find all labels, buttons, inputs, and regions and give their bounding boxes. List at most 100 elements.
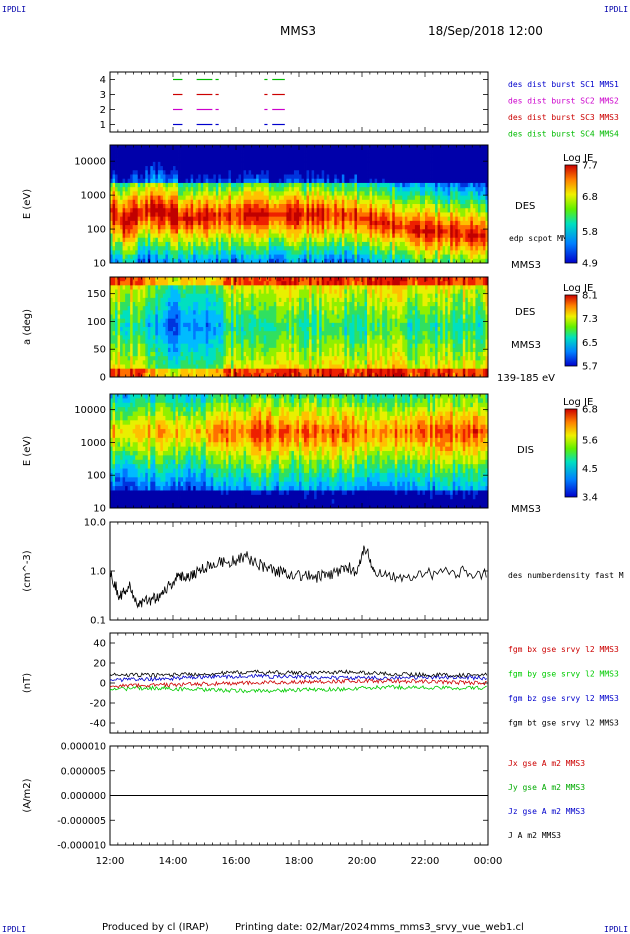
des-energy-panel-cell <box>389 174 393 180</box>
des-pa-panel-cell <box>137 289 141 295</box>
des-pa-panel-cell <box>110 360 113 365</box>
des-energy-panel-cell <box>440 157 444 163</box>
des-energy-panel-cell <box>382 166 386 171</box>
des-energy-panel-cell <box>130 258 134 264</box>
des-energy-panel-cell <box>404 157 408 163</box>
des-energy-panel-cell <box>477 178 481 184</box>
des-energy-panel-cell <box>175 199 179 205</box>
des-pa-panel-cell <box>147 306 151 311</box>
des-pa-panel-cell <box>127 297 131 303</box>
des-energy-panel-cell <box>246 212 249 218</box>
des-energy-panel-cell <box>122 241 126 247</box>
des-energy-label: DES <box>515 201 535 212</box>
des-energy-panel-cell <box>150 174 154 180</box>
des-energy-panel-cell <box>379 208 383 213</box>
des-energy-panel-cell <box>115 166 118 171</box>
des-energy-panel-cell <box>329 241 333 247</box>
des-energy-panel-cell <box>142 246 146 251</box>
des-energy-panel-cell <box>180 195 184 201</box>
des-energy-panel-cell <box>419 187 423 192</box>
des-energy-panel-cell <box>263 216 267 222</box>
des-energy-panel-cell <box>183 174 186 180</box>
des-energy-panel-cell <box>291 246 295 251</box>
des-energy-panel-cell <box>223 153 227 159</box>
des-pa-panel-cell <box>125 331 129 336</box>
des-energy-panel-cell <box>392 166 396 171</box>
des-energy-panel-cell <box>435 225 438 230</box>
des-energy-panel-cell <box>291 182 295 188</box>
des-energy-panel-cell <box>329 199 333 205</box>
des-energy-panel-cell <box>193 195 197 201</box>
des-energy-panel-cell <box>117 254 121 260</box>
des-energy-panel-cell <box>341 212 345 218</box>
des-energy-panel-cell <box>374 195 378 201</box>
des-energy-panel-cell <box>470 250 474 255</box>
des-energy-panel-cell <box>314 149 318 154</box>
des-energy-panel-cell <box>397 199 401 205</box>
des-energy-panel-cell <box>273 187 277 192</box>
des-energy-panel-cell <box>435 149 438 154</box>
des-energy-panel-cell <box>331 187 335 192</box>
des-energy-panel-cell <box>359 157 363 163</box>
des-energy-panel-cell <box>193 208 197 213</box>
des-energy-panel-cell <box>399 250 403 255</box>
des-energy-panel-cell <box>326 220 330 226</box>
des-energy-panel-cell <box>190 187 194 192</box>
des-energy-panel-cell <box>351 233 355 239</box>
des-energy-panel-colorbar-title: Log JE <box>563 153 593 164</box>
des-energy-panel-cell <box>349 237 353 243</box>
des-energy-panel-cell <box>389 166 393 171</box>
des-energy-panel-cell <box>329 220 333 226</box>
des-energy-panel-cell <box>130 191 134 196</box>
des-energy-panel-cell <box>145 178 149 184</box>
des-energy-panel-cell <box>377 241 381 247</box>
des-energy-panel-cell <box>258 258 262 264</box>
des-energy-panel-cell <box>326 204 330 209</box>
des-energy-panel-cell <box>422 182 426 188</box>
des-energy-panel-cell <box>213 195 217 201</box>
des-energy-panel-cell <box>286 229 290 234</box>
des-pa-panel-cell <box>127 306 131 311</box>
des-energy-panel-cell <box>409 212 413 218</box>
des-energy-panel-cell <box>445 191 449 196</box>
des-pa-panel-cell <box>152 306 156 311</box>
des-energy-panel-cell <box>185 258 189 264</box>
des-pa-panel-cell <box>140 318 144 324</box>
des-energy-panel-cell <box>356 170 360 175</box>
des-energy-panel-cell <box>387 208 391 213</box>
des-pa-panel-cell <box>127 327 131 332</box>
des-energy-panel-cell <box>291 166 295 171</box>
des-energy-panel-cell <box>331 170 335 175</box>
des-energy-panel-cell <box>291 157 295 163</box>
des-pa-panel-cell <box>140 285 144 290</box>
des-energy-panel-cell <box>173 157 176 163</box>
des-energy-panel-cell <box>286 254 290 260</box>
des-energy-panel-cell <box>402 233 406 239</box>
des-energy-panel-cell <box>246 166 249 171</box>
des-energy-panel-cell <box>213 208 217 213</box>
des-energy-panel-cell <box>475 145 479 150</box>
des-energy-panel-cell <box>251 254 255 260</box>
des-energy-panel-cell <box>301 258 305 264</box>
des-energy-panel-cell <box>367 187 370 192</box>
des-energy-panel-cell <box>253 170 257 175</box>
des-energy-panel-cell <box>283 195 287 201</box>
des-energy-panel-cell <box>326 254 330 260</box>
des-energy-panel-cell <box>414 145 418 150</box>
des-energy-panel-cell <box>120 145 123 150</box>
des-energy-panel-cell <box>160 191 164 196</box>
des-energy-panel-cell <box>299 195 302 201</box>
des-energy-panel-cell <box>382 149 386 154</box>
des-energy-panel-cell <box>430 246 433 251</box>
des-energy-panel-cell <box>452 157 456 163</box>
des-pa-panel-cell <box>130 322 134 328</box>
des-energy-panel-cell <box>210 199 214 205</box>
des-pa-panel-cell <box>127 372 131 378</box>
des-energy-panel-cell <box>140 233 144 239</box>
des-pa-panel-cell <box>112 364 116 370</box>
des-energy-panel-cell <box>356 216 360 222</box>
des-energy-panel-cell <box>392 233 396 239</box>
des-energy-panel-cell <box>465 153 469 159</box>
des-energy-panel-cell <box>392 220 396 226</box>
